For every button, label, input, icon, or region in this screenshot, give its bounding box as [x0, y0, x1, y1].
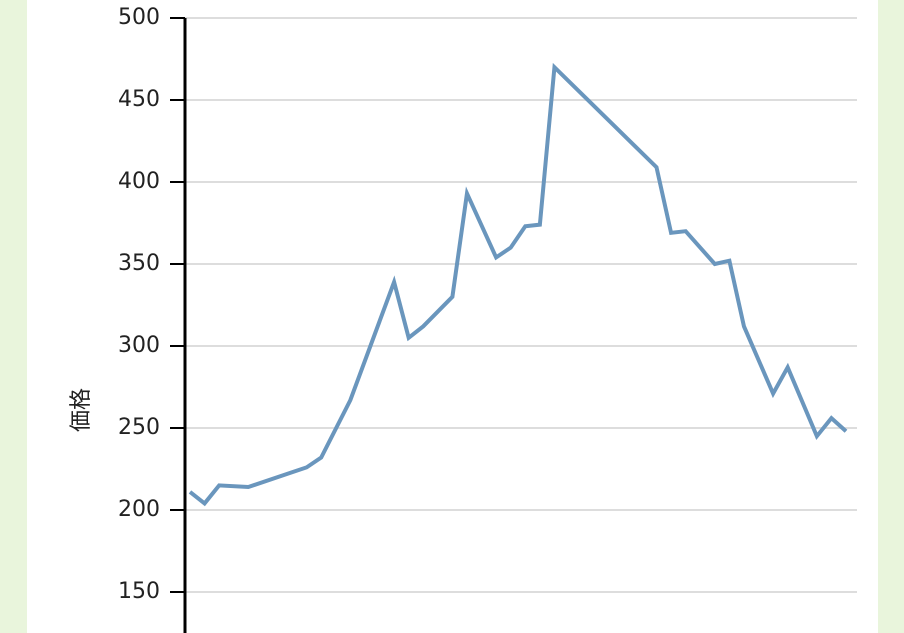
y-tick-label: 500: [118, 5, 160, 30]
y-tick-label: 300: [118, 333, 160, 358]
price-line: [188, 62, 848, 507]
y-tick-label: 200: [118, 497, 160, 522]
plot-panel: [27, 0, 878, 633]
y-tick-label: 400: [118, 169, 160, 194]
y-axis-label: 価格: [69, 388, 94, 432]
y-tick-label: 450: [118, 87, 160, 112]
y-tick-label: 250: [118, 415, 160, 440]
y-tick-label: 150: [118, 579, 160, 604]
y-tick-label: 350: [118, 251, 160, 276]
